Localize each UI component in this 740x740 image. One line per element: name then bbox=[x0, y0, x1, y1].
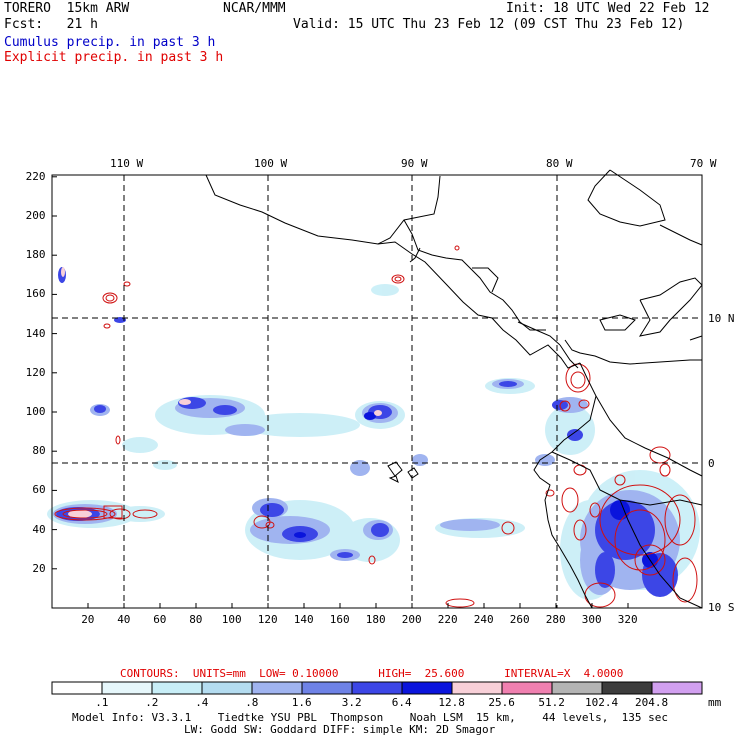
x-tick-label: 20 bbox=[81, 613, 95, 626]
colorbar-swatch bbox=[301, 681, 353, 695]
colorbar-label: .8 bbox=[245, 696, 259, 709]
center-label: NCAR/MMM bbox=[223, 1, 286, 16]
x-tick-label: 320 bbox=[617, 613, 638, 626]
lon-label-80w: 80 W bbox=[546, 157, 573, 170]
x-tick-label: 280 bbox=[545, 613, 566, 626]
x-tick-label: 240 bbox=[473, 613, 494, 626]
coastlines bbox=[205, 169, 703, 609]
lat-label-10s: 10 S bbox=[708, 601, 735, 614]
x-tick-label: 180 bbox=[365, 613, 386, 626]
y-tick-label: 140 bbox=[25, 326, 46, 340]
x-tick-label: 140 bbox=[293, 613, 314, 626]
colorbar-label: 3.2 bbox=[341, 696, 362, 709]
colorbar-label: .4 bbox=[195, 696, 209, 709]
colorbar-swatch bbox=[251, 681, 303, 695]
x-tick-label: 60 bbox=[153, 613, 167, 626]
y-tick-label: 60 bbox=[32, 483, 46, 497]
colorbar-swatch bbox=[351, 681, 403, 695]
x-tick-label: 100 bbox=[221, 613, 242, 626]
colorbar-label: 1.6 bbox=[291, 696, 312, 709]
colorbar-label: .2 bbox=[145, 696, 159, 709]
contour-info: CONTOURS: UNITS=mm LOW= 0.10000 HIGH= 25… bbox=[120, 667, 624, 680]
colorbar-swatch bbox=[451, 681, 503, 695]
colorbar-swatch bbox=[151, 681, 203, 695]
x-tick-label: 120 bbox=[257, 613, 278, 626]
cumulus-precip-areas bbox=[47, 267, 700, 600]
colorbar-unit: mm bbox=[708, 696, 722, 709]
model-title: TORERO 15km ARW bbox=[4, 1, 130, 16]
x-tick-label: 40 bbox=[117, 613, 131, 626]
y-tick-label: 100 bbox=[25, 405, 46, 418]
legend-explicit: Explicit precip. in past 3 h bbox=[4, 50, 224, 65]
y-tick-label: 80 bbox=[32, 444, 46, 458]
colorbar-label: .1 bbox=[95, 696, 109, 709]
y-tick-label: 20 bbox=[32, 561, 46, 575]
colorbar-label: 6.4 bbox=[391, 696, 412, 709]
colorbar-swatch bbox=[101, 681, 153, 695]
colorbar-swatch bbox=[401, 681, 453, 695]
lat-lon-grid bbox=[52, 175, 702, 608]
colorbar-swatch bbox=[551, 681, 603, 695]
y-tick-label: 180 bbox=[25, 248, 46, 262]
x-tick-label: 200 bbox=[401, 613, 422, 626]
colorbar-swatch bbox=[601, 681, 653, 695]
y-tick-label: 40 bbox=[32, 522, 46, 536]
init-time: Init: 18 UTC Wed 22 Feb 12 bbox=[506, 1, 710, 16]
legend-cumulus: Cumulus precip. in past 3 h bbox=[4, 35, 216, 50]
colorbar-swatch bbox=[201, 681, 253, 695]
model-info: Model Info: V3.3.1 Tiedtke YSU PBL Thomp… bbox=[72, 711, 669, 724]
lat-label-10n: 10 N bbox=[708, 312, 735, 325]
physics-info: LW: Godd SW: Goddard DIFF: simple KM: 2D… bbox=[184, 723, 496, 736]
x-tick-label: 300 bbox=[581, 613, 602, 626]
colorbar-label: 51.2 bbox=[538, 696, 565, 709]
lon-label-110w: 110 W bbox=[110, 157, 144, 170]
colorbar-swatch bbox=[501, 681, 553, 695]
colorbar-label: 25.6 bbox=[488, 696, 515, 709]
y-tick-label: 160 bbox=[25, 287, 46, 301]
x-tick-label: 160 bbox=[329, 613, 350, 626]
colorbar-swatch bbox=[51, 681, 103, 695]
map-frame bbox=[51, 174, 703, 609]
y-tick-label: 200 bbox=[25, 209, 46, 222]
x-tick-label: 220 bbox=[437, 613, 458, 626]
map-panel bbox=[47, 169, 703, 609]
colorbar bbox=[51, 681, 703, 695]
lon-label-100w: 100 W bbox=[254, 157, 288, 170]
colorbar-label: 102.4 bbox=[585, 696, 619, 709]
colorbar-swatch bbox=[651, 681, 703, 695]
lon-label-70w: 70 W bbox=[690, 157, 717, 170]
explicit-precip-contours bbox=[54, 245, 698, 608]
x-tick-label: 260 bbox=[509, 613, 530, 626]
y-tick-label: 220 bbox=[25, 169, 46, 183]
x-tick-label: 80 bbox=[189, 613, 203, 626]
forecast-hour: Fcst: 21 h bbox=[4, 17, 98, 32]
axis-ticks bbox=[52, 176, 629, 608]
lat-label-0: 0 bbox=[708, 457, 715, 470]
valid-time: Valid: 15 UTC Thu 23 Feb 12 (09 CST Thu … bbox=[293, 17, 685, 32]
colorbar-label: 12.8 bbox=[438, 696, 465, 709]
y-tick-label: 120 bbox=[25, 365, 46, 379]
lon-label-90w: 90 W bbox=[401, 157, 428, 170]
colorbar-label: 204.8 bbox=[635, 696, 669, 709]
